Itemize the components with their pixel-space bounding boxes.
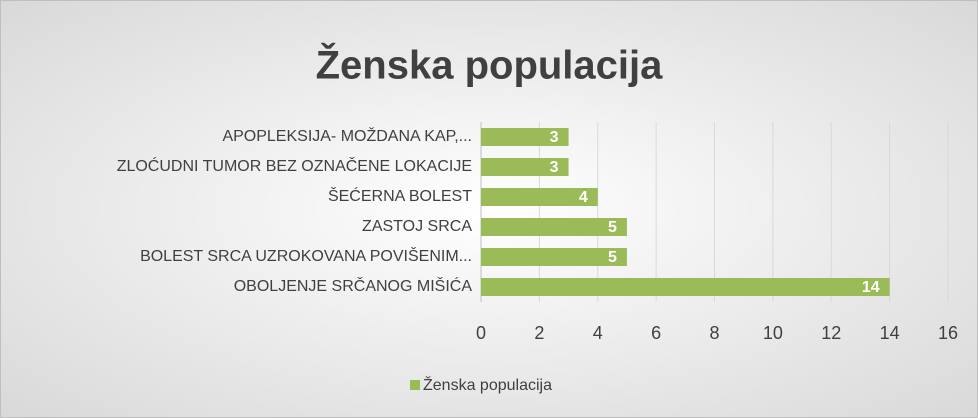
bar (481, 188, 598, 206)
y-tick-label: ŠEĆERNA BOLEST (328, 186, 472, 205)
bar (481, 158, 569, 176)
x-tick-label: 12 (821, 323, 841, 343)
x-tick-label: 14 (880, 323, 900, 343)
legend-swatch (410, 380, 420, 390)
y-tick-label: OBOLJENJE SRČANOG MIŠIĆA (234, 276, 473, 295)
y-tick-label: APOPLEKSIJA- MOŽDANA KAP,... (222, 126, 472, 145)
bar (481, 218, 627, 236)
y-tick-label: BOLEST SRCA UZROKOVANA POVIŠENIM... (140, 246, 472, 265)
data-label: 5 (608, 219, 617, 236)
chart-title: Ženska populacija (316, 42, 664, 88)
x-tick-label: 2 (534, 323, 544, 343)
data-label: 4 (579, 189, 588, 206)
x-tick-label: 16 (938, 323, 958, 343)
data-label: 14 (862, 279, 880, 296)
bar (481, 128, 569, 146)
x-tick-label: 0 (476, 323, 486, 343)
y-tick-label: ZLOĆUDNI TUMOR BEZ OZNAČENE LOKACIJE (117, 156, 472, 175)
x-tick-label: 4 (593, 323, 603, 343)
y-tick-label: ZASTOJ SRCA (362, 218, 472, 235)
legend-label: Ženska populacija (423, 375, 552, 394)
x-tick-label: 6 (651, 323, 661, 343)
x-tick-label: 10 (763, 323, 783, 343)
x-tick-label: 8 (709, 323, 719, 343)
data-label: 5 (608, 249, 617, 266)
data-label: 3 (550, 129, 559, 146)
bar (481, 248, 627, 266)
data-label: 3 (550, 159, 559, 176)
bar (481, 278, 890, 296)
